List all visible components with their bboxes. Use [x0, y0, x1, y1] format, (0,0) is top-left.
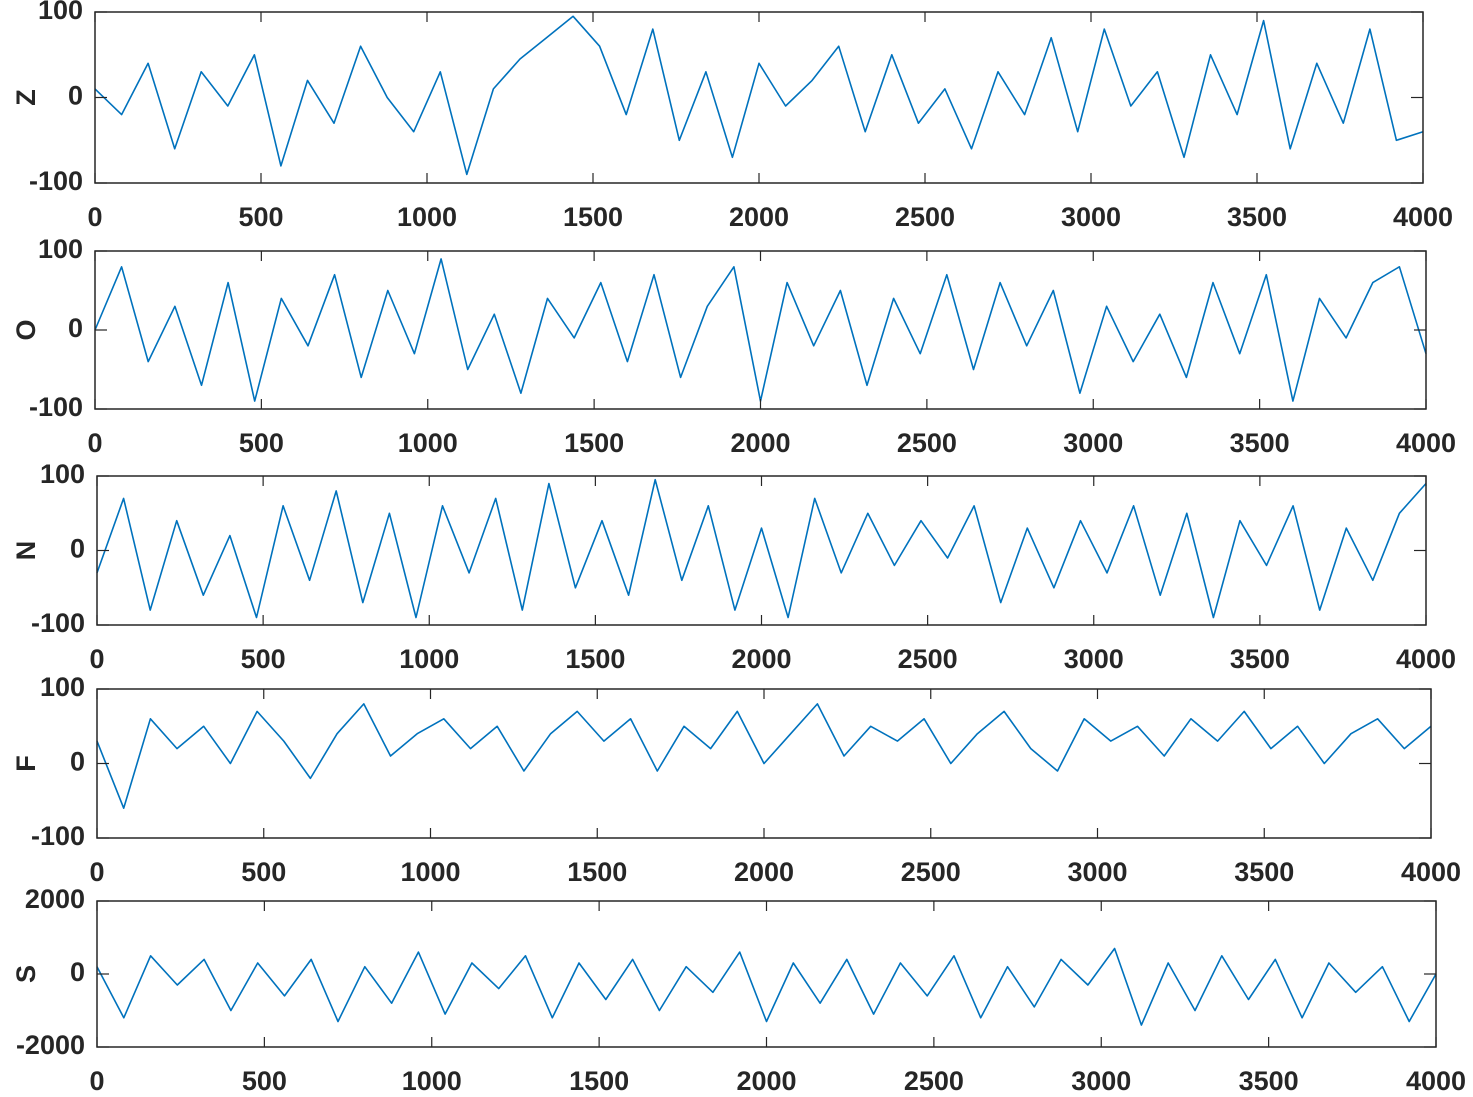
x-tick-label: 1000: [402, 1066, 462, 1096]
x-tick-label: 1500: [563, 202, 623, 232]
x-tick-label: 4000: [1406, 1066, 1466, 1096]
x-tick-label: 2000: [731, 644, 791, 674]
y-tick-label: -100: [29, 392, 83, 422]
y-tick-label: 0: [68, 81, 83, 111]
x-tick-label: 0: [87, 202, 102, 232]
x-tick-label: 0: [89, 1066, 104, 1096]
x-tick-label: 500: [238, 202, 283, 232]
x-tick-label: 3500: [1239, 1066, 1299, 1096]
y-tick-label: -100: [29, 166, 83, 196]
plot-frame: [94, 250, 1427, 410]
plot-frame: [96, 475, 1427, 626]
x-tick-label: 3000: [1071, 1066, 1131, 1096]
x-tick-label: 3000: [1067, 857, 1127, 887]
y-tick-label: 0: [68, 313, 83, 343]
y-tick-label: -100: [31, 821, 85, 851]
x-tick-label: 3000: [1064, 644, 1124, 674]
x-tick-label: 1000: [397, 202, 457, 232]
y-axis-label: Z: [11, 89, 41, 106]
x-tick-label: 3500: [1234, 857, 1294, 887]
signal-line: [96, 478, 1427, 619]
x-tick-label: 1500: [567, 857, 627, 887]
x-tick-label: 1000: [398, 428, 458, 458]
x-tick-label: 500: [239, 428, 284, 458]
y-tick-label: 100: [40, 459, 85, 489]
signal-line: [94, 15, 1424, 176]
x-tick-label: 500: [241, 857, 286, 887]
x-tick-label: 0: [89, 644, 104, 674]
x-tick-label: 1500: [569, 1066, 629, 1096]
x-tick-label: 2000: [734, 857, 794, 887]
y-axis-label: N: [11, 541, 41, 561]
y-tick-label: 2000: [25, 884, 85, 914]
x-tick-label: 1500: [564, 428, 624, 458]
x-tick-label: 2500: [904, 1066, 964, 1096]
y-tick-label: 100: [38, 0, 83, 25]
y-tick-label: 100: [40, 672, 85, 702]
signal-line: [94, 258, 1427, 402]
x-tick-label: 2500: [901, 857, 961, 887]
x-tick-label: 4000: [1393, 202, 1453, 232]
x-tick-label: 2000: [736, 1066, 796, 1096]
y-axis-label: S: [11, 965, 41, 983]
x-tick-label: 3000: [1063, 428, 1123, 458]
y-tick-label: 0: [70, 747, 85, 777]
y-axis-label: F: [11, 755, 41, 772]
y-tick-label: 0: [70, 534, 85, 564]
y-tick-label: 0: [70, 957, 85, 987]
x-tick-label: 2500: [895, 202, 955, 232]
plot-frame: [96, 900, 1437, 1048]
x-tick-label: 4000: [1396, 644, 1456, 674]
x-tick-label: 0: [87, 428, 102, 458]
x-tick-label: 500: [241, 644, 286, 674]
x-tick-label: 2500: [897, 428, 957, 458]
x-tick-label: 3000: [1061, 202, 1121, 232]
x-tick-label: 0: [89, 857, 104, 887]
x-tick-label: 4000: [1401, 857, 1461, 887]
signal-line: [96, 947, 1437, 1026]
plot-frame: [94, 11, 1424, 184]
x-tick-label: 1000: [400, 857, 460, 887]
y-tick-label: -100: [31, 608, 85, 638]
x-tick-label: 2000: [729, 202, 789, 232]
x-tick-label: 3500: [1227, 202, 1287, 232]
x-tick-label: 3500: [1230, 428, 1290, 458]
y-tick-label: -2000: [16, 1030, 85, 1060]
y-tick-label: 100: [38, 234, 83, 264]
x-tick-label: 500: [242, 1066, 287, 1096]
y-axis-label: O: [11, 319, 41, 340]
x-tick-label: 4000: [1396, 428, 1456, 458]
x-tick-label: 2000: [730, 428, 790, 458]
x-tick-label: 3500: [1230, 644, 1290, 674]
x-tick-label: 1000: [399, 644, 459, 674]
signal-line: [96, 703, 1432, 809]
x-tick-label: 2500: [898, 644, 958, 674]
x-tick-label: 1500: [565, 644, 625, 674]
